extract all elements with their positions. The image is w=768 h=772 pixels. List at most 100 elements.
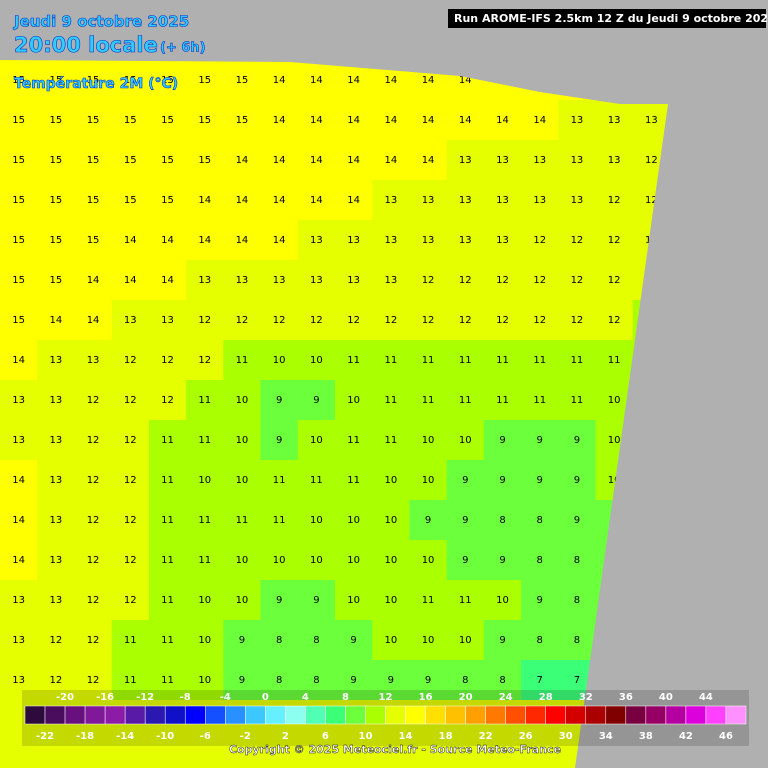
cell-value: 8 [537,515,543,526]
cell-value: 12 [459,275,472,286]
field-cell [260,100,299,141]
cell-value: 13 [459,195,472,206]
cell-value: 11 [571,395,584,406]
field-cell [111,300,150,341]
date: Jeudi 9 octobre 2025 [13,13,189,31]
legend-tick-bottom: -18 [76,731,94,742]
field-cell [483,580,522,621]
cell-value: 12 [124,555,137,566]
field-cell [74,340,113,381]
field-cell [446,420,485,461]
cell-value: 10 [198,595,211,606]
field-cell [409,260,448,301]
cell-value: 12 [236,315,249,326]
field-cell [260,380,299,421]
cell-value: 13 [87,355,100,366]
field-cell [37,460,75,501]
legend-tick-top: 40 [659,692,673,703]
cell-value: 13 [422,235,435,246]
cell-value: 12 [124,515,137,526]
field-cell [595,180,634,221]
legend-swatch [725,705,747,725]
cell-value: 14 [236,235,249,246]
cell-value: 14 [12,555,25,566]
legend-tick-top: -8 [180,692,191,703]
field-cell [409,620,448,661]
field-cell [521,660,559,701]
field-cell [0,540,38,581]
field-cell [446,620,485,661]
field-cell [558,380,597,421]
legend-tick-bottom: -14 [116,731,134,742]
legend-swatch [445,705,466,725]
cell-value: 10 [273,555,286,566]
field-cell [37,180,75,221]
field-cell [148,620,187,661]
cell-value: 15 [198,115,211,126]
run-box [448,9,766,28]
cell-value: 13 [571,195,584,206]
legend-swatch [84,705,106,725]
cell-value: 11 [496,355,509,366]
legend-tick-bottom: 34 [599,731,613,742]
cell-value: 13 [571,115,584,126]
field-cell [558,180,597,221]
cell-value: 11 [422,595,435,606]
legend-tick-top: 0 [262,692,269,703]
cell-value: 13 [49,435,62,446]
legend-tick-bottom: -2 [240,731,251,742]
cell-value: 10 [496,595,509,606]
field-cell [0,60,38,101]
field-cell [521,500,559,541]
field-cell [74,260,113,301]
field-cell [595,140,634,181]
field-cell [223,140,262,181]
cell-value: 14 [310,195,323,206]
cell-value: 11 [347,435,360,446]
cell-value: 11 [236,355,249,366]
field-cell [297,580,336,621]
field-cell [521,620,559,661]
cell-value: 8 [276,675,282,686]
field-cell [521,420,559,461]
cell-value: 12 [533,275,546,286]
cell-value: 8 [499,675,505,686]
legend-tick-bottom: 18 [439,731,453,742]
cell-value: 14 [422,115,435,126]
field-cell [186,460,224,501]
field-cell [0,220,38,261]
cell-value: 10 [384,475,397,486]
field-cell [186,660,224,701]
legend-swatch [225,705,246,725]
field-cell [409,660,448,701]
field-cell [260,660,299,701]
cell-value: 13 [384,275,397,286]
field-cell [111,620,150,661]
field-cell [483,460,522,501]
cell-value: 12 [310,315,323,326]
cell-value: 7 [574,675,580,686]
field-cell [111,220,150,261]
cell-value: 14 [87,275,100,286]
field-cell [595,340,634,381]
cell-value: 15 [49,275,62,286]
field-cell [74,620,113,661]
field-cell [558,460,597,501]
cell-value: 14 [459,115,472,126]
cell-value: 15 [161,115,174,126]
cell-value: 11 [571,355,584,366]
cell-value: 10 [236,595,249,606]
cell-value: 10 [347,595,360,606]
cell-value: 14 [236,155,249,166]
field-cell [260,140,299,181]
cell-value: 11 [608,355,621,366]
cell-value: 11 [384,355,397,366]
cell-value: 11 [459,355,472,366]
cell-value: 15 [87,195,100,206]
field-cell [37,60,75,101]
cell-value: 9 [462,555,468,566]
cell-value: 14 [384,155,397,166]
cell-value: 9 [239,635,245,646]
field-cell [148,100,187,141]
cell-value: 13 [49,555,62,566]
